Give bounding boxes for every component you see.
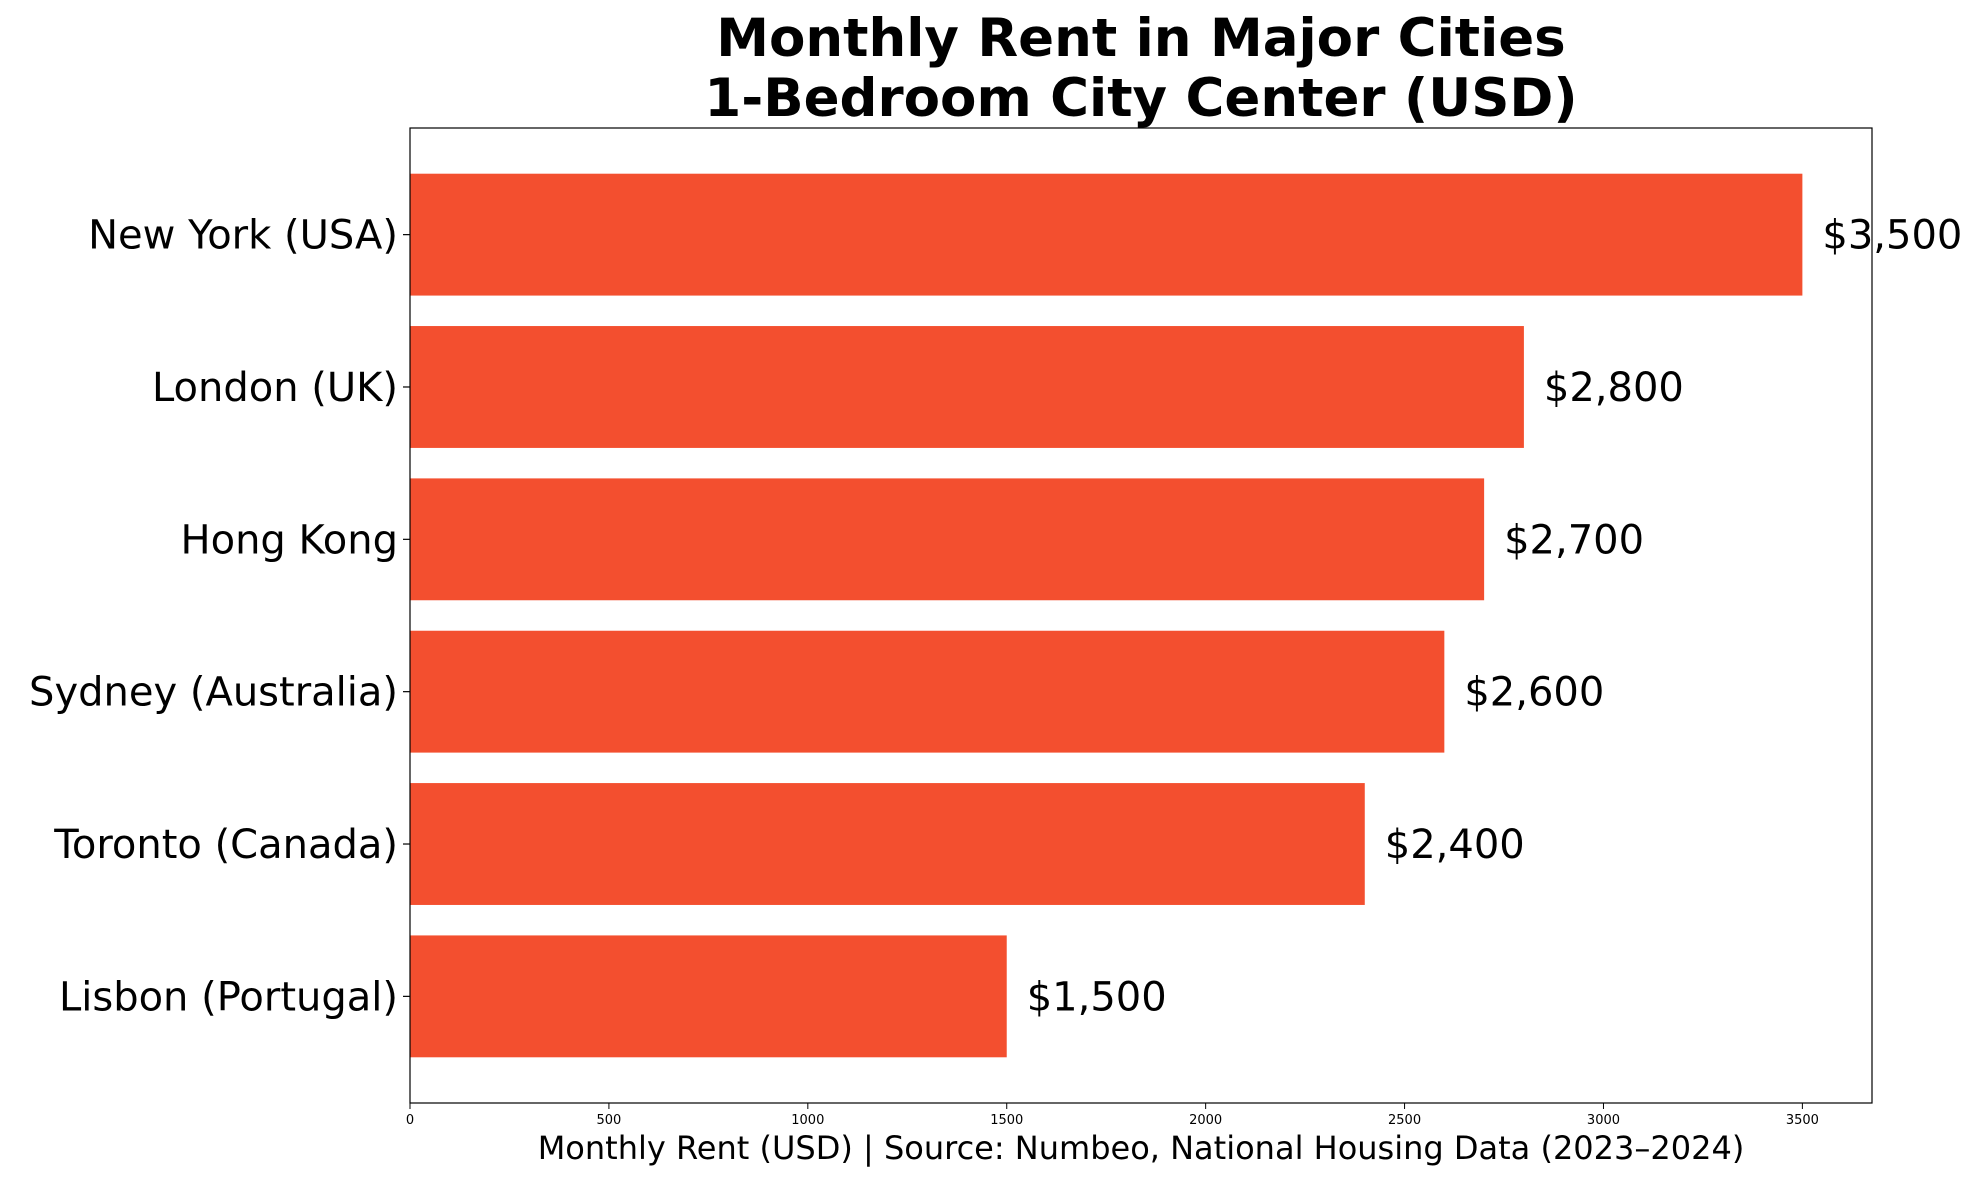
bars-group: New York (USA) $3,500 London (UK) $2,800 Hon… [29,173,1962,1058]
x-tick-label: 2500 [1388,1113,1421,1128]
data-label: $3,500 [1822,213,1962,259]
x-tick-label: 2000 [1189,1113,1222,1128]
plot-frame [409,127,1873,1104]
y-tick-label: Sydney (Australia) [29,670,398,716]
bar [410,478,1485,601]
chart-title-line-2: 1-Bedroom City Center (USD) [704,68,1577,129]
data-label: $2,600 [1464,670,1604,716]
y-tick-label: Lisbon (Portugal) [59,974,398,1020]
y-tick-label: London (UK) [152,365,398,411]
y-tick-label: New York (USA) [88,213,398,259]
x-tick-label: 1000 [791,1113,824,1128]
data-label: $2,800 [1544,365,1684,411]
x-tick-label: 1500 [990,1113,1023,1128]
bar [410,173,1803,296]
x-axis-label: Monthly Rent (USD) | Source: Numbeo, Nat… [538,1129,1745,1167]
x-tick-label: 0 [406,1113,414,1128]
bar [410,935,1007,1058]
y-tick-label: Toronto (Canada) [53,822,398,868]
data-label: $1,500 [1027,974,1167,1020]
bar [410,630,1445,753]
x-tick-label: 500 [596,1113,621,1128]
x-tick-label: 3500 [1786,1113,1819,1128]
x-axis-ticks: 0 500 1000 1500 2000 2500 3000 3500 [406,1103,1819,1128]
bar [410,326,1524,448]
data-label: $2,700 [1504,517,1644,563]
bar [410,783,1365,905]
data-label: $2,400 [1385,822,1525,868]
chart-title-line-1: Monthly Rent in Major Cities [716,8,1565,69]
y-tick-label: Hong Kong [181,517,398,563]
x-tick-label: 3000 [1587,1113,1620,1128]
